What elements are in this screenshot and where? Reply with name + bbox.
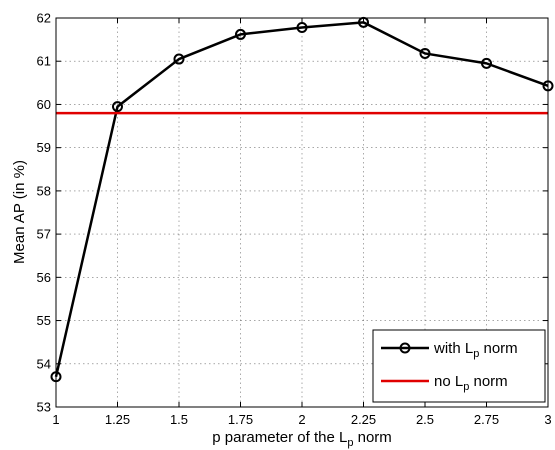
x-tick-label: 2.25 bbox=[351, 412, 376, 427]
legend-label-with-lp-norm: with Lp norm bbox=[433, 340, 518, 360]
legend-item-with-lp-norm: with Lp norm bbox=[381, 340, 518, 360]
y-tick-label: 57 bbox=[37, 227, 51, 242]
data-point-marker bbox=[296, 22, 308, 34]
y-tick-label: 56 bbox=[37, 270, 51, 285]
y-axis-label: Mean AP (in %) bbox=[11, 160, 28, 264]
y-tick-label: 54 bbox=[37, 356, 51, 371]
legend-box bbox=[372, 329, 546, 403]
x-axis-label-main: p parameter of the L bbox=[212, 429, 347, 446]
data-point-marker bbox=[481, 57, 492, 69]
plot-frame bbox=[55, 17, 549, 408]
legend-label-sub: p bbox=[463, 381, 469, 393]
x-tick-label: 2.5 bbox=[416, 412, 434, 427]
legend-label-main: no L bbox=[434, 373, 463, 390]
x-tick-label: 1.5 bbox=[170, 412, 188, 427]
x-tick-label: 1.75 bbox=[228, 412, 253, 427]
legend-label-suffix: norm bbox=[469, 373, 507, 390]
legend-label-sub: p bbox=[473, 348, 479, 360]
data-point-marker bbox=[112, 101, 123, 113]
x-tick-label: 2.75 bbox=[474, 412, 499, 427]
series-line-0 bbox=[54, 21, 549, 378]
legend-label-suffix: norm bbox=[479, 340, 517, 357]
y-tick-label: 61 bbox=[37, 54, 51, 69]
axis-ticks: 1 1.25 1.5 1.75 2 2.25 2.5 2.75 3 53 54 55 56 57 58 59 6… bbox=[37, 11, 552, 428]
y-tick-label: 58 bbox=[37, 183, 51, 198]
data-point-marker bbox=[419, 47, 431, 59]
data-point-marker bbox=[235, 28, 246, 40]
data-point-marker bbox=[173, 53, 185, 65]
legend-marker-with-lp-norm bbox=[399, 342, 411, 354]
legend-item-no-lp-norm: no Lp norm bbox=[381, 373, 508, 393]
x-tick-label: 3 bbox=[544, 412, 551, 427]
x-tick-label: 1.25 bbox=[105, 412, 130, 427]
y-tick-label: 53 bbox=[37, 400, 51, 415]
y-tick-label: 60 bbox=[37, 97, 51, 112]
legend-label-main: with L bbox=[433, 340, 473, 357]
x-axis-label-suffix: norm bbox=[353, 429, 391, 446]
x-tick-label: 1 bbox=[52, 412, 59, 427]
legend-label-no-lp-norm: no Lp norm bbox=[434, 373, 508, 393]
y-tick-label: 59 bbox=[37, 140, 51, 155]
legend: with Lp norm no Lp norm bbox=[372, 329, 546, 403]
x-axis-label: p parameter of the Lp norm bbox=[212, 429, 392, 449]
y-tick-label: 62 bbox=[37, 11, 51, 26]
x-axis-label-sub: p bbox=[347, 437, 353, 449]
y-tick-label: 55 bbox=[37, 313, 51, 328]
x-tick-label: 2 bbox=[298, 412, 305, 427]
